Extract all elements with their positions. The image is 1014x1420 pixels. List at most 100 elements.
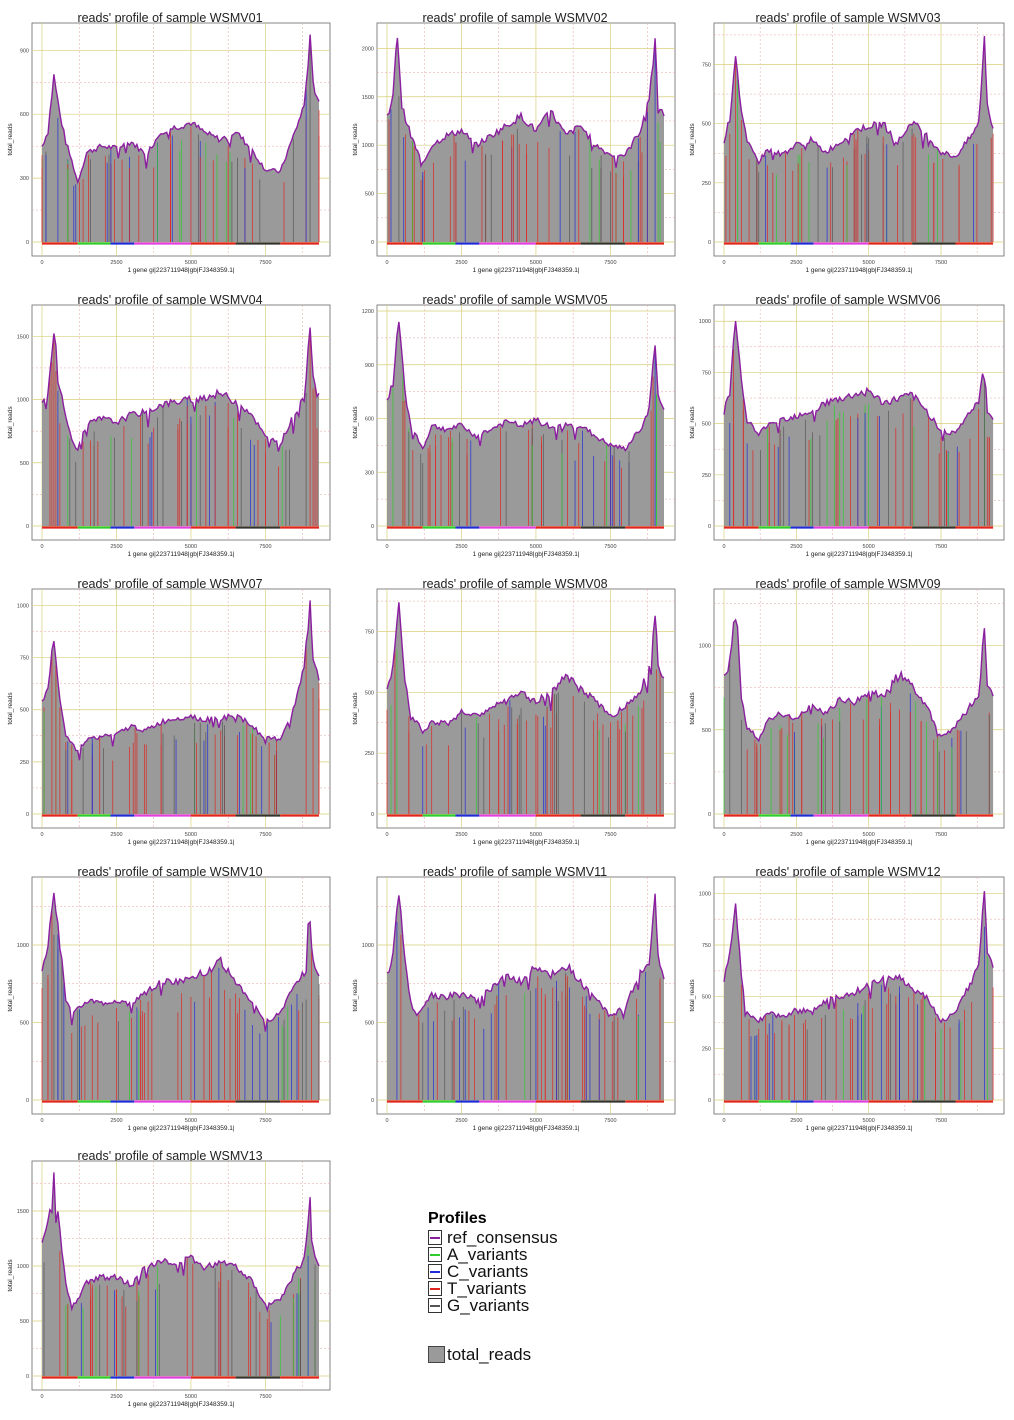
chart-title: reads' profile of sample WSMV02 xyxy=(422,11,607,25)
x-tick-label: 7500 xyxy=(935,1118,947,1124)
chart-panel-1: reads' profile of sample WSMV01 0 2500 5000… xyxy=(7,11,331,274)
y-tick-label: 1000 xyxy=(699,891,711,897)
y-tick-label: 250 xyxy=(365,751,374,757)
x-tick-label: 7500 xyxy=(259,544,271,550)
x-axis-label: 1 gene gi|223711948|gb|FJ348359.1| xyxy=(805,839,912,846)
y-tick-label: 750 xyxy=(702,943,711,949)
ref-consensus-line xyxy=(386,893,665,1021)
ref-consensus-line xyxy=(41,600,320,761)
y-tick-label: 0 xyxy=(708,812,711,818)
chart-title: reads' profile of sample WSMV10 xyxy=(77,865,262,879)
y-axis-label: total_reads xyxy=(689,123,696,156)
y-axis-label: total_reads xyxy=(352,692,359,725)
x-tick-label: 2500 xyxy=(110,1394,122,1400)
y-tick-label: 1000 xyxy=(17,603,29,609)
x-tick-label: 7500 xyxy=(259,832,271,838)
y-tick-label: 0 xyxy=(371,812,374,818)
chart-title: reads' profile of sample WSMV07 xyxy=(77,577,262,591)
x-tick-label: 2500 xyxy=(455,544,467,550)
x-tick-label: 5000 xyxy=(530,1118,542,1124)
x-tick-label: 0 xyxy=(385,544,388,550)
y-axis-label: total_reads xyxy=(352,406,359,439)
ref-consensus-line xyxy=(723,35,994,166)
y-tick-label: 750 xyxy=(702,63,711,69)
y-tick-label: 500 xyxy=(702,728,711,734)
y-axis-label: total_reads xyxy=(7,1259,14,1292)
ref-consensus-line xyxy=(386,602,665,735)
ref-consensus-line xyxy=(723,618,994,743)
x-tick-label: 5000 xyxy=(185,1394,197,1400)
x-axis-label: 1 gene gi|223711948|gb|FJ348359.1| xyxy=(127,1401,234,1408)
x-axis-label: 1 gene gi|223711948|gb|FJ348359.1| xyxy=(472,1125,579,1132)
ref-consensus-line xyxy=(723,891,994,1024)
y-tick-label: 1000 xyxy=(17,943,29,949)
legend-item-g-variants: G_variants xyxy=(428,1296,608,1315)
x-tick-label: 5000 xyxy=(863,544,875,550)
legend-item-t-variants: T_variants xyxy=(428,1279,608,1298)
y-tick-label: 600 xyxy=(20,112,29,118)
ref-consensus-line xyxy=(723,321,994,442)
y-tick-label: 1000 xyxy=(17,398,29,404)
x-tick-label: 2500 xyxy=(790,260,802,266)
y-tick-label: 500 xyxy=(702,122,711,128)
total-reads-area xyxy=(42,600,319,814)
y-axis-label: total_reads xyxy=(7,692,14,725)
y-tick-label: 300 xyxy=(20,176,29,182)
x-tick-label: 0 xyxy=(722,544,725,550)
x-tick-label: 2500 xyxy=(790,832,802,838)
x-tick-label: 7500 xyxy=(259,260,271,266)
legend-item-c-variants: C_variants xyxy=(428,1262,608,1281)
ref-consensus-line xyxy=(386,321,665,452)
chart-title: reads' profile of sample WSMV12 xyxy=(755,865,940,879)
legend-key-a-variants xyxy=(428,1247,442,1262)
y-tick-label: 1500 xyxy=(17,1209,29,1215)
x-axis-label: 1 gene gi|223711948|gb|FJ348359.1| xyxy=(127,839,234,846)
x-tick-label: 0 xyxy=(40,544,43,550)
y-tick-label: 750 xyxy=(20,656,29,662)
legend-item-a-variants: A_variants xyxy=(428,1245,608,1264)
x-tick-label: 5000 xyxy=(530,832,542,838)
x-tick-label: 0 xyxy=(385,260,388,266)
y-tick-label: 1200 xyxy=(362,309,374,315)
y-tick-label: 250 xyxy=(702,181,711,187)
y-tick-label: 500 xyxy=(20,708,29,714)
y-tick-label: 0 xyxy=(26,812,29,818)
x-tick-label: 7500 xyxy=(935,832,947,838)
x-tick-label: 7500 xyxy=(604,544,616,550)
x-tick-label: 2500 xyxy=(110,544,122,550)
y-tick-label: 300 xyxy=(365,470,374,476)
total-reads-area xyxy=(724,321,994,526)
x-tick-label: 2500 xyxy=(110,1118,122,1124)
y-tick-label: 1500 xyxy=(17,334,29,340)
x-tick-label: 7500 xyxy=(604,260,616,266)
y-tick-label: 500 xyxy=(702,995,711,1001)
x-tick-label: 7500 xyxy=(935,544,947,550)
y-tick-label: 900 xyxy=(365,363,374,369)
chart-title: reads' profile of sample WSMV11 xyxy=(423,865,607,879)
y-tick-label: 1000 xyxy=(699,644,711,650)
y-tick-label: 0 xyxy=(26,524,29,530)
y-tick-label: 1000 xyxy=(699,319,711,325)
y-tick-label: 750 xyxy=(365,630,374,636)
x-tick-label: 2500 xyxy=(455,1118,467,1124)
y-tick-label: 0 xyxy=(26,1098,29,1104)
chart-title: reads' profile of sample WSMV09 xyxy=(755,577,940,591)
total-reads-area xyxy=(724,36,994,242)
total-reads-area xyxy=(724,891,994,1100)
x-axis-label: 1 gene gi|223711948|gb|FJ348359.1| xyxy=(805,1125,912,1132)
y-tick-label: 250 xyxy=(702,1046,711,1052)
legend-item-ref-consensus: ref_consensus xyxy=(428,1228,608,1247)
legend-label-total-reads: total_reads xyxy=(447,1345,532,1364)
chart-title: reads' profile of sample WSMV03 xyxy=(755,11,940,25)
y-tick-label: 1500 xyxy=(362,95,374,101)
legend-key-c-variants xyxy=(428,1264,442,1279)
total-reads-area xyxy=(387,602,664,814)
x-tick-label: 5000 xyxy=(863,1118,875,1124)
x-tick-label: 2500 xyxy=(455,832,467,838)
x-tick-label: 0 xyxy=(385,1118,388,1124)
